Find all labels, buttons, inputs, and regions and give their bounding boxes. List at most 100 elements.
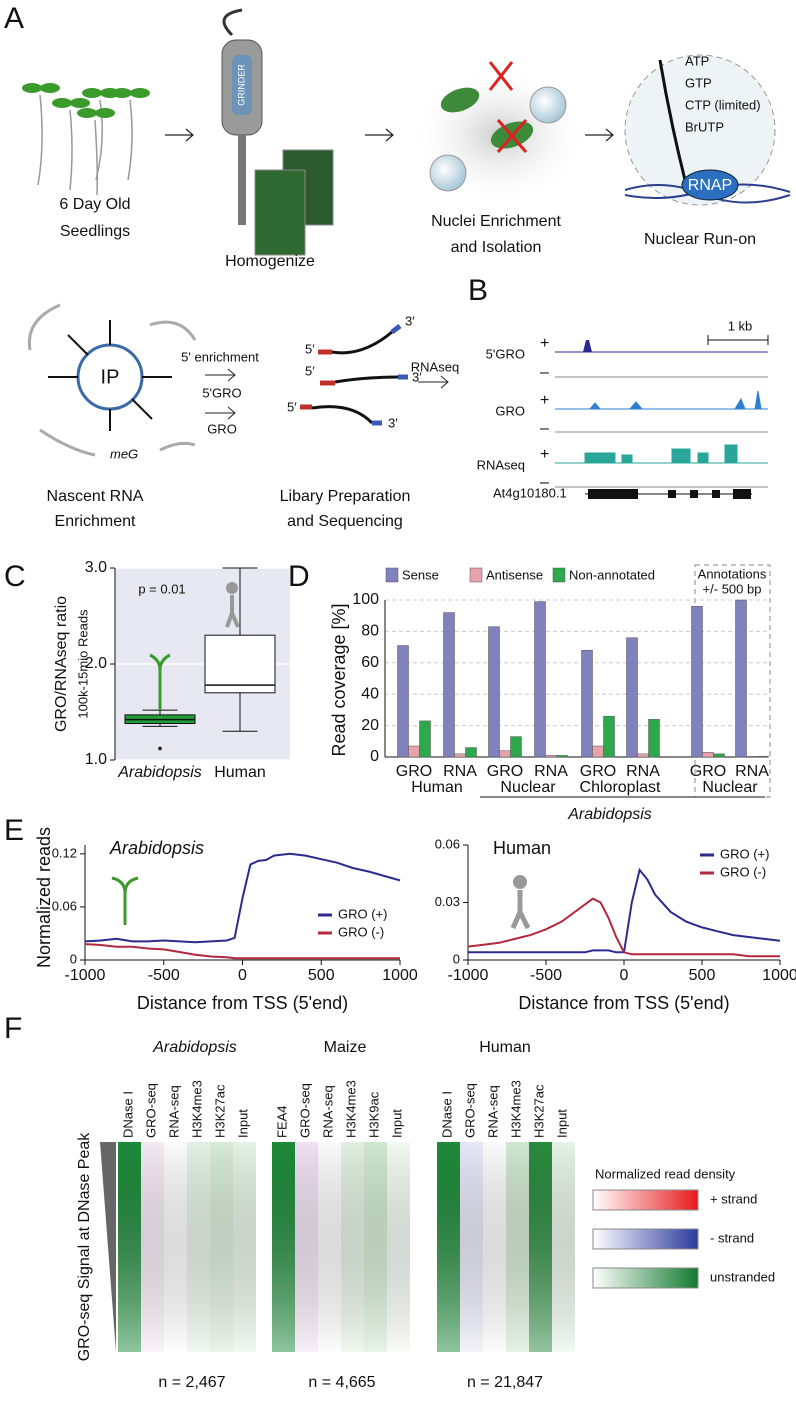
x-tick-label: -1000 <box>65 967 106 984</box>
panel-label: F <box>4 1012 22 1045</box>
scale-label: 1 kb <box>728 318 753 333</box>
column-label: FEA4 <box>274 1105 289 1138</box>
x-tick-label: Arabidopsis <box>117 764 202 781</box>
heatmap-fade <box>272 1142 295 1352</box>
nuclei <box>410 61 590 205</box>
species-label: Maize <box>324 1039 367 1056</box>
library-fragments <box>300 324 408 426</box>
x-tick-label: 500 <box>308 967 335 984</box>
track-label: 5'GRO <box>486 346 525 361</box>
strand-end: 3′ <box>388 415 398 430</box>
bar <box>465 747 477 758</box>
count-label: n = 2,467 <box>158 1374 225 1391</box>
x-tick-label: Human <box>214 764 266 781</box>
x-tick-label: -500 <box>530 967 562 984</box>
group-label: Nuclear <box>500 779 556 796</box>
arrow <box>418 375 449 389</box>
heatmap-fade <box>141 1142 164 1352</box>
heatmap-fade <box>460 1142 483 1352</box>
y-tick-label: 2.0 <box>85 655 107 672</box>
species-label: Arabidopsis <box>152 1039 237 1056</box>
step-label: Homogenize <box>225 253 315 270</box>
bar <box>419 720 431 758</box>
column-label: H3K27ac <box>212 1084 227 1138</box>
texts: A B C D E F 6 Day Old Seedlings Homogeni… <box>4 2 775 1391</box>
legend-label: GRO (-) <box>720 864 766 879</box>
column-label: GRO-seq <box>297 1083 312 1138</box>
y-tick-label: 60 <box>361 654 379 671</box>
x-tick-label: 1000 <box>762 967 796 984</box>
step-label: Seedlings <box>60 223 130 240</box>
strand-sign: – <box>540 364 549 381</box>
x-tick-label: RNA <box>626 763 660 780</box>
arrow-label: 5'GRO <box>202 385 241 400</box>
y-tick-label: 80 <box>361 623 379 640</box>
bar <box>443 612 455 758</box>
arrow-label: GRO <box>207 421 237 436</box>
bar <box>746 755 758 758</box>
x-tick-label: RNA <box>443 763 477 780</box>
chart-title: Human <box>493 838 551 858</box>
column-label: H3K4me3 <box>508 1080 523 1138</box>
seedlings <box>22 83 150 196</box>
y-tick-label: 0.12 <box>52 845 77 860</box>
strand-sign: – <box>540 474 549 491</box>
x-tick-label: -1000 <box>448 967 489 984</box>
strand-sign: + <box>540 335 549 352</box>
bar <box>626 637 638 758</box>
human-icon <box>513 875 527 889</box>
bar <box>691 606 703 758</box>
gene-label: At4g10180.1 <box>493 485 567 500</box>
ip-label: IP <box>101 366 120 388</box>
axis-label: Distance from TSS (5'end) <box>518 993 729 1013</box>
y-tick-label: 0.03 <box>435 894 460 909</box>
x-tick-label: RNA <box>534 763 568 780</box>
legend-title: Normalized read density <box>595 1166 736 1181</box>
y-tick-label: 100 <box>352 591 379 608</box>
legend-swatch <box>592 1228 699 1250</box>
x-tick-label: 1000 <box>382 967 418 984</box>
arrow <box>365 128 394 142</box>
species-label: Human <box>479 1039 531 1056</box>
annotation: p = 0.01 <box>138 581 185 596</box>
step-label: Enrichment <box>55 513 136 530</box>
strand-sign: + <box>540 446 549 463</box>
bar <box>702 752 714 758</box>
column-label: Input <box>389 1109 404 1138</box>
meg-label: meG <box>110 446 138 461</box>
step-label: Libary Preparation <box>280 488 411 505</box>
column-label: RNA-seq <box>166 1085 181 1138</box>
column-label: H3K4me3 <box>189 1080 204 1138</box>
axis-label: Distance from TSS (5'end) <box>137 993 348 1013</box>
arrow <box>165 128 194 142</box>
y-tick-label: 40 <box>361 685 379 702</box>
y-tick-label: 20 <box>361 717 379 734</box>
strand-end: 5′ <box>305 341 315 356</box>
nucleotide: GTP <box>685 75 712 90</box>
note: Annotations <box>698 566 767 581</box>
line <box>467 897 780 958</box>
y-tick-label: 0 <box>70 951 77 966</box>
line <box>84 943 400 960</box>
bar <box>592 745 604 758</box>
x-tick-label: 500 <box>689 967 716 984</box>
column-label: GRO-seq <box>143 1083 158 1138</box>
arrow-label: RNAseq <box>411 359 459 374</box>
human-icon <box>225 595 240 628</box>
bar <box>499 750 511 758</box>
step-label: and Sequencing <box>287 513 403 530</box>
step-label: Nuclear Run-on <box>644 231 756 248</box>
rank-wedge <box>100 1142 116 1352</box>
column-label: DNase I <box>120 1091 135 1138</box>
note: +/- 500 bp <box>703 581 762 596</box>
bar <box>581 649 593 758</box>
heatmap-fade <box>387 1142 410 1352</box>
rnap-label: RNAP <box>688 177 732 194</box>
genome-tracks <box>555 335 769 499</box>
bar <box>603 715 615 758</box>
device-label: GRINDER <box>236 64 246 106</box>
y-tick-label: 0 <box>453 951 460 966</box>
step-label: 6 Day Old <box>59 196 130 213</box>
